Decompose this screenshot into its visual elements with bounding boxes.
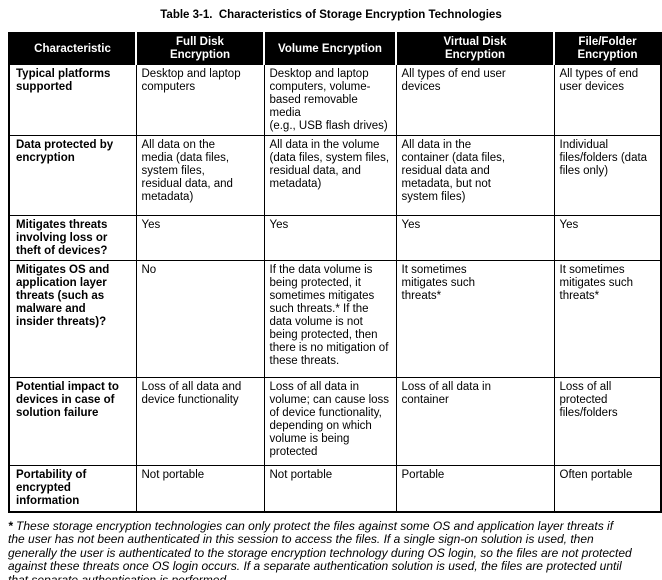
- table-cell: All data in the volume (data files, syst…: [263, 135, 397, 216]
- table-cell: Not portable: [135, 465, 265, 512]
- column-header-volume-encryption: Volume Encryption: [263, 33, 396, 65]
- table-cell: All data on the media (data files, syste…: [135, 135, 265, 216]
- table-cell: No: [135, 260, 265, 378]
- row-label: Mitigates OS and application layer threa…: [8, 260, 137, 378]
- table-row-mitigates-loss-theft: Mitigates threats involving loss or thef…: [8, 215, 662, 261]
- table-cell: Desktop and laptop computers: [135, 64, 265, 136]
- table-row-potential-impact: Potential impact to devices in case of s…: [8, 377, 662, 466]
- footnote-text: These storage encryption technologies ca…: [8, 518, 632, 580]
- table-caption: Table 3-1. Characteristics of Storage En…: [160, 9, 502, 21]
- table-cell: Yes: [263, 215, 397, 261]
- column-header-full-disk-encryption: Full Disk Encryption: [135, 33, 264, 65]
- row-label: Typical platforms supported: [8, 64, 137, 136]
- row-label: Portability of encrypted information: [8, 465, 137, 512]
- table-cell: Loss of all data and device functionalit…: [135, 377, 265, 466]
- table-cell: If the data volume is being protected, i…: [263, 260, 397, 378]
- table-row-portability: Portability of encrypted information Not…: [8, 465, 662, 512]
- table-cell: Portable: [395, 465, 555, 512]
- table-cell: It sometimes mitigates such threats*: [553, 260, 662, 378]
- column-header-file-folder-encryption: File/Folder Encryption: [553, 33, 661, 65]
- table-cell: Loss of all protected files/folders: [553, 377, 662, 466]
- table-cell: Yes: [395, 215, 555, 261]
- table-row-data-protected: Data protected by encryption All data on…: [8, 135, 662, 216]
- table-cell: It sometimes mitigates such threats*: [395, 260, 555, 378]
- table-cell: All data in the container (data files, r…: [395, 135, 555, 216]
- row-label: Potential impact to devices in case of s…: [8, 377, 137, 466]
- table-cell: Desktop and laptop computers, volume- ba…: [263, 64, 397, 136]
- storage-encryption-table: Characteristic Full Disk Encryption Volu…: [8, 32, 662, 513]
- table-cell: Individual files/folders (data files onl…: [553, 135, 662, 216]
- table-cell: All types of end user devices: [395, 64, 555, 136]
- column-header-virtual-disk-encryption: Virtual Disk Encryption: [395, 33, 554, 65]
- footnote: * These storage encryption technologies …: [8, 518, 658, 580]
- table-cell: Yes: [553, 215, 662, 261]
- row-label: Mitigates threats involving loss or thef…: [8, 215, 137, 261]
- table-cell: Yes: [135, 215, 265, 261]
- row-label: Data protected by encryption: [8, 135, 137, 216]
- table-cell: All types of end user devices: [553, 64, 662, 136]
- column-header-characteristic: Characteristic: [9, 33, 136, 65]
- table-cell: Often portable: [553, 465, 662, 512]
- header-row: Characteristic Full Disk Encryption Volu…: [9, 33, 661, 65]
- table-row-mitigates-os-threats: Mitigates OS and application layer threa…: [8, 260, 662, 378]
- table-cell: Loss of all data in container: [395, 377, 555, 466]
- table-cell: Loss of all data in volume; can cause lo…: [263, 377, 397, 466]
- table-row-typical-platforms: Typical platforms supported Desktop and …: [8, 64, 662, 136]
- table-cell: Not portable: [263, 465, 397, 512]
- footnote-asterisk: *: [8, 518, 13, 533]
